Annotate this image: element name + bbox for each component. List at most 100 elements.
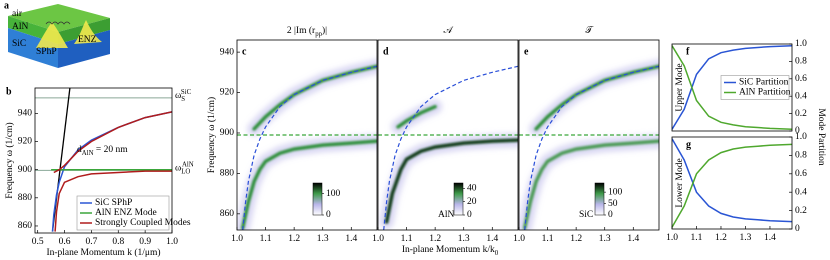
x-tick-label: 1.4 <box>627 234 639 244</box>
mode-label: ENZ <box>78 35 97 45</box>
y-axis-label: Lower Mode <box>675 158 685 207</box>
x-tick-label: 0.5 <box>32 237 44 247</box>
schematic: a air AlN SiC SPhP ENZ <box>4 0 110 68</box>
legend-label: AlN Partition <box>739 88 791 98</box>
x-tick-label: 0.9 <box>139 237 151 247</box>
sphp-mode <box>36 22 68 48</box>
panel-letter: e <box>524 46 529 57</box>
x-axis-label: In-plane Momentum k/k0 <box>402 245 499 256</box>
panel-letter: b <box>6 86 12 97</box>
x-tick-label: 1.0 <box>513 234 525 244</box>
reference-label: ωSSiC <box>175 88 192 102</box>
colorbar-tick-label: 0 <box>326 210 331 220</box>
reference-label-sub: LO <box>181 168 190 175</box>
reference-label: ωLOAlN <box>175 161 194 175</box>
colorbar <box>594 182 605 216</box>
x-axis-label-text: In-plane Momentum k/k <box>402 245 495 255</box>
mode-label: SPhP <box>36 47 57 57</box>
legend-label: AlN ENZ Mode <box>95 208 157 218</box>
x-tick-label: 1.3 <box>599 234 611 244</box>
x-tick-label: 1.0 <box>372 234 384 244</box>
plot-area <box>237 59 377 230</box>
x-tick-label: 1.0 <box>231 234 243 244</box>
annotation-tail: = 20 nm <box>94 145 129 155</box>
series-line <box>672 44 792 130</box>
layer-label: AlN <box>12 22 29 32</box>
top-face <box>8 4 110 32</box>
x-tick-label: 0.7 <box>85 237 97 247</box>
colorbar-tick-label: 0 <box>608 210 613 220</box>
x-tick-label: 1.4 <box>486 234 498 244</box>
x-tick-label: 1.0 <box>666 233 678 243</box>
y-tick-label: 0.8 <box>795 57 807 67</box>
dispersion-line <box>242 65 377 230</box>
x-axis-label-sub: 0 <box>495 250 499 257</box>
panel-note: SiC <box>579 210 593 220</box>
colorbar-tick-label: 100 <box>608 187 623 197</box>
series-line <box>672 143 792 228</box>
plot-area <box>519 59 659 230</box>
colorbar-tick-label: 20 <box>467 197 477 207</box>
plot-frame <box>236 39 378 231</box>
mode-band <box>384 138 518 224</box>
panel-note: AlN <box>438 210 455 220</box>
reference-label-sup: AlN <box>182 161 194 168</box>
y-tick-label: 0.8 <box>795 151 807 161</box>
colorbar <box>453 182 464 216</box>
series-line <box>54 170 172 232</box>
panel-title-tail: )| <box>322 25 327 36</box>
annotation-text: d <box>77 145 82 155</box>
legend-label: SiC Partition <box>739 78 789 88</box>
x-tick-label: 0.8 <box>112 237 124 247</box>
plot-area <box>35 88 172 232</box>
plot-area <box>672 44 792 131</box>
plot-frame <box>377 39 519 231</box>
enz-mode <box>74 20 102 44</box>
plot-frame <box>671 43 793 132</box>
y-axis-label: Upper Mode <box>675 63 685 111</box>
plot-frame <box>518 39 660 231</box>
colorbar <box>312 182 323 216</box>
legend-box <box>76 195 170 231</box>
reference-label-sup: SiC <box>181 88 192 95</box>
x-tick-label: 1.4 <box>764 233 776 243</box>
legend-label: SiC SPhP <box>95 198 132 208</box>
reference-label-text: ω <box>175 91 181 101</box>
panel-letter: d <box>383 46 389 57</box>
x-tick-label: 1.1 <box>260 234 272 244</box>
reference-label-text: ω <box>175 164 181 174</box>
y-tick-label: 940 <box>220 47 235 57</box>
x-tick-label: 1.3 <box>740 233 752 243</box>
x-axis-label: In-plane Momentum k (1/μm) <box>46 247 160 258</box>
x-tick-label: 1.0 <box>166 237 178 247</box>
field-coil <box>45 21 71 25</box>
y-axis-label: Frequency ω (1/cm) <box>206 97 217 173</box>
plot-area <box>378 65 518 230</box>
panel-title: 𝒜 <box>444 25 455 36</box>
y-tick-label: 920 <box>220 88 235 98</box>
x-tick-label: 1.3 <box>458 234 470 244</box>
y-tick-label: 860 <box>220 209 235 219</box>
series-line <box>53 111 172 174</box>
y-tick-label: 900 <box>18 165 33 175</box>
right-axis-label: Mode Partition <box>816 108 826 166</box>
y-tick-label: 920 <box>18 137 33 147</box>
y-tick-label: 880 <box>220 169 235 179</box>
panel-letter: f <box>686 46 690 57</box>
y-tick-label: 0 <box>795 224 800 234</box>
y-tick-label: 860 <box>18 221 33 231</box>
colorbar-tick-label: 0 <box>467 210 472 220</box>
legend-label: Strongly Coupled Modes <box>95 218 191 228</box>
panel-letter: c <box>242 46 247 57</box>
colorbar-tick-label: 50 <box>608 199 618 209</box>
annotation: dAlN = 20 nm <box>77 145 128 156</box>
panel-title-text: 2 |Im (r <box>287 25 316 36</box>
y-tick-label: 940 <box>18 109 33 119</box>
x-tick-label: 0.6 <box>59 237 71 247</box>
colorbar-tick-label: 40 <box>467 184 477 194</box>
y-tick-label: 0.2 <box>795 109 807 119</box>
layer-label: air <box>12 9 23 19</box>
